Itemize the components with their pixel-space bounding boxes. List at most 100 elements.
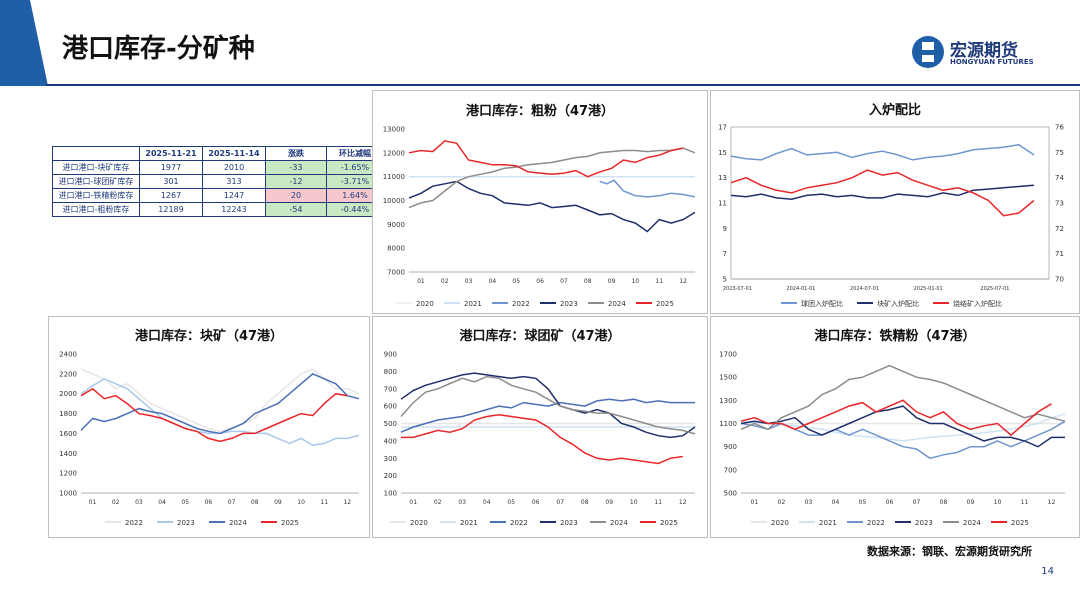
y-tick-label: 300 (384, 455, 397, 463)
coarse-chart: 7000 8000 9000 10000 11000 12000 13000 01 02 03 04… (383, 126, 696, 308)
x-tick-label: 05 (512, 278, 520, 285)
x-tick-label: 09 (967, 499, 975, 506)
legend-label: 2024 (229, 519, 247, 527)
row-change: -33 (265, 160, 327, 175)
x-tick-label: 03 (465, 278, 473, 285)
x-tick-label: 03 (805, 499, 813, 506)
y-tick-label: 11000 (383, 173, 405, 181)
row-change: -54 (265, 202, 327, 217)
series-line (80, 377, 360, 447)
concentrate-chart: 500 700 900 1100 1300 1500 1700 01 02 03 04 05 06 07 0… (719, 351, 1066, 527)
table-header-cell: 涨跌 (265, 146, 327, 161)
y-tick-label: 10000 (383, 197, 405, 205)
x-tick-label: 09 (608, 278, 616, 285)
chart-title: 港口库存：铁精粉（47港） (814, 329, 976, 344)
series-line (80, 368, 360, 433)
y2-tick-label: 73 (1055, 200, 1064, 208)
page-title: 港口库存-分矿种 (62, 34, 255, 64)
series-line (730, 184, 1034, 200)
y-tick-label: 9 (723, 225, 727, 233)
y-tick-label: 5 (723, 276, 727, 284)
legend-label: 2022 (867, 519, 885, 527)
x-tick-label: 12 (679, 278, 687, 285)
table-row: 进口港口-球团矿库存 301 313 -12 -3.71% (52, 174, 384, 189)
y-tick-label: 17 (718, 124, 727, 132)
legend-label: 2024 (610, 519, 628, 527)
legend-label: 烧结矿入炉配比 (953, 299, 1002, 308)
legend-label: 2022 (512, 300, 530, 308)
x-tick-label: 10 (994, 499, 1002, 506)
x-tick-label: 06 (205, 499, 213, 506)
y2-tick-label: 72 (1055, 225, 1064, 233)
x-tick-label: 06 (532, 499, 540, 506)
y-tick-label: 12000 (383, 149, 405, 157)
row-change: 20 (265, 188, 327, 203)
legend-label: 2025 (656, 300, 674, 308)
row-pct: -1.65% (326, 160, 384, 175)
row-value-a: 1267 (139, 188, 203, 203)
legend-label: 2024 (608, 300, 626, 308)
legend-label: 2025 (281, 519, 299, 527)
x-tick-label: 04 (483, 499, 491, 506)
y-tick-label: 800 (384, 368, 397, 376)
y-tick-label: 1500 (719, 374, 737, 382)
x-tick-label: 05 (507, 499, 515, 506)
y-tick-label: 1600 (59, 430, 77, 438)
y-tick-label: 500 (384, 420, 397, 428)
chart-title: 港口库存：粗粉（47港） (465, 104, 615, 119)
logo-icon (912, 36, 944, 68)
x-tick-label: 07 (913, 499, 921, 506)
table-header-cell: 2025-11-14 (202, 146, 266, 161)
x-tick-label: 12 (679, 499, 687, 506)
pellet-chart: 100 200 300 400 500 600 700 800 900 01 02 03 04 05 06 0… (384, 351, 696, 527)
legend-label: 2023 (177, 519, 195, 527)
page-number: 14 (1041, 566, 1054, 577)
legend-label: 块矿入炉配比 (877, 299, 919, 308)
series-line (400, 372, 696, 439)
y-tick-label: 600 (384, 403, 397, 411)
row-pct: -0.44% (326, 202, 384, 217)
y-tick-label: 700 (384, 385, 397, 393)
row-name: 进口港口-球团矿库存 (52, 174, 140, 189)
row-name: 进口港口-粗粉库存 (52, 202, 140, 217)
y-tick-label: 11 (718, 200, 727, 208)
data-source: 数据来源：钢联、宏源期货研究所 (867, 545, 1032, 558)
legend-label: 2025 (1011, 519, 1029, 527)
series-line (400, 398, 695, 433)
x-tick-label: 09 (274, 499, 282, 506)
table-header-row: 2025-11-21 2025-11-14 涨跌 环比减幅 (52, 146, 384, 161)
x-tick-label: 12 (344, 499, 352, 506)
ratio-chart: 5 7 9 11 13 15 17 70 71 72 73 74 75 76 2023-07-01 2024-… (718, 124, 1064, 309)
row-value-a: 1977 (139, 160, 203, 175)
y-tick-label: 1700 (719, 351, 737, 359)
x-tick-label: 09 (605, 499, 613, 506)
x-tick-label: 07 (560, 278, 568, 285)
x-tick-label: 04 (489, 278, 497, 285)
x-tick-label: 11 (320, 499, 328, 506)
x-tick-label: 02 (441, 278, 449, 285)
y-tick-label: 500 (724, 490, 737, 498)
table-header-cell: 2025-11-21 (139, 146, 203, 161)
row-pct: -3.71% (326, 174, 384, 189)
legend-label: 球团入炉配比 (801, 299, 843, 308)
y-tick-label: 13000 (383, 126, 405, 134)
x-tick-label: 06 (536, 278, 544, 285)
legend-label: 2022 (510, 519, 528, 527)
series-line (740, 399, 1052, 437)
x-tick-label: 01 (89, 499, 97, 506)
logo-text-cn: 宏源期货 (950, 41, 1018, 61)
y2-tick-label: 70 (1055, 276, 1064, 284)
x-tick-label: 2023-07-01 (723, 286, 752, 292)
y-tick-label: 100 (384, 490, 397, 498)
legend-label: 2021 (464, 300, 482, 308)
legend-label: 2020 (771, 519, 789, 527)
legend-label: 2022 (125, 519, 143, 527)
company-logo: 宏源期货 HONGYUAN FUTURES (910, 34, 1050, 74)
series-line (599, 179, 696, 198)
x-tick-label: 2024-01-01 (786, 286, 815, 292)
y-tick-label: 1200 (59, 470, 77, 478)
x-tick-label: 01 (409, 499, 417, 506)
row-value-b: 1247 (202, 188, 266, 203)
y-tick-label: 1300 (719, 397, 737, 405)
inventory-table: 2025-11-21 2025-11-14 涨跌 环比减幅 进口港口-块矿库存 … (52, 146, 384, 217)
